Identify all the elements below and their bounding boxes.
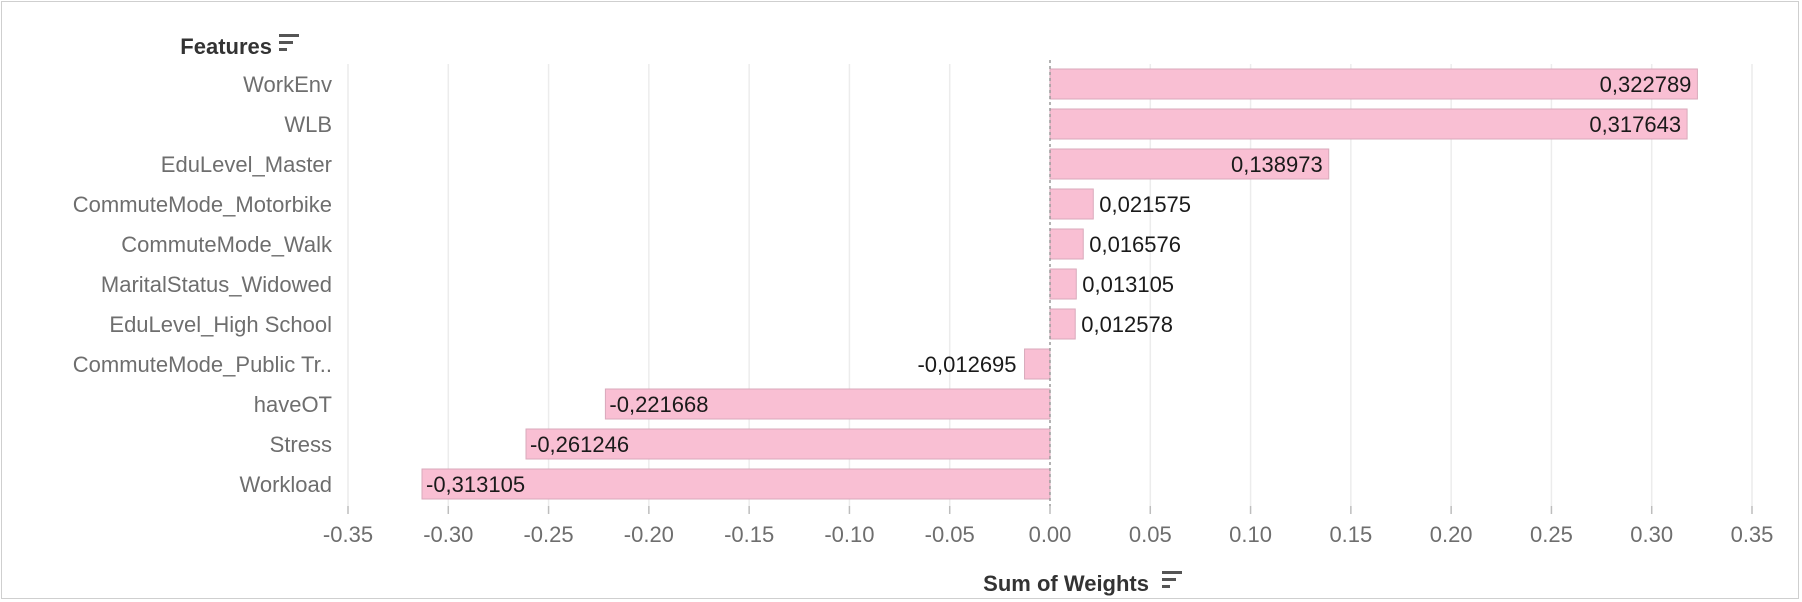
data-label: 0,021575 <box>1099 192 1191 217</box>
data-label: -0,221668 <box>609 392 708 417</box>
data-label: 0,016576 <box>1089 232 1181 257</box>
data-label: -0,313105 <box>426 472 525 497</box>
category-label: WLB <box>284 112 332 137</box>
x-tick-label: 0.10 <box>1229 522 1272 547</box>
data-label: -0,261246 <box>530 432 629 457</box>
category-label: haveOT <box>254 392 332 417</box>
category-label: MaritalStatus_Widowed <box>101 272 332 297</box>
category-label: CommuteMode_Public Tr.. <box>73 352 332 377</box>
bar[interactable] <box>421 468 1051 500</box>
data-label: 0,322789 <box>1600 72 1692 97</box>
category-labels: WorkEnv WLB EduLevel_Master CommuteMode_Mot… <box>73 72 333 497</box>
data-label: -0,012695 <box>917 352 1016 377</box>
x-tick-label: 0.35 <box>1731 522 1774 547</box>
row-header[interactable]: Features <box>180 34 272 59</box>
bars <box>421 68 1698 500</box>
x-tick-label: -0.25 <box>523 522 573 547</box>
category-label: CommuteMode_Motorbike <box>73 192 332 217</box>
x-tick-label: 0.15 <box>1329 522 1372 547</box>
x-axis-title[interactable]: Sum of Weights <box>983 571 1149 596</box>
bar[interactable] <box>1049 228 1084 260</box>
data-label: 0,012578 <box>1081 312 1173 337</box>
sort-icon[interactable] <box>1162 571 1182 588</box>
data-label: 0,013105 <box>1082 272 1174 297</box>
x-tick-label: -0.05 <box>925 522 975 547</box>
bar[interactable] <box>1024 348 1051 380</box>
bar[interactable] <box>1049 108 1688 140</box>
x-tick-label: -0.20 <box>624 522 674 547</box>
x-tick-label: -0.35 <box>323 522 373 547</box>
bar[interactable] <box>525 428 1051 460</box>
bar[interactable] <box>1049 188 1094 220</box>
x-tick-label: 0.20 <box>1430 522 1473 547</box>
category-label: WorkEnv <box>243 72 332 97</box>
value-labels: 0,322789 0,317643 0,138973 0,021575 0,016576… <box>426 72 1691 497</box>
bar[interactable] <box>604 388 1051 420</box>
x-tick-label: 0.30 <box>1630 522 1673 547</box>
x-tick-label: -0.10 <box>824 522 874 547</box>
category-label: EduLevel_Master <box>161 152 332 177</box>
data-label: 0,317643 <box>1589 112 1681 137</box>
data-label: 0,138973 <box>1231 152 1323 177</box>
category-label: Stress <box>270 432 332 457</box>
bar[interactable] <box>1049 268 1077 300</box>
x-tick-label: 0.00 <box>1029 522 1072 547</box>
x-tick-label: -0.15 <box>724 522 774 547</box>
bar[interactable] <box>1049 308 1076 340</box>
category-label: EduLevel_High School <box>109 312 332 337</box>
x-tick-label: 0.05 <box>1129 522 1172 547</box>
category-label: Workload <box>239 472 332 497</box>
x-tick-label: -0.30 <box>423 522 473 547</box>
x-axis-ticks: -0.35 -0.30 -0.25 -0.20 -0.15 -0.10 -0.05 0.00 0… <box>323 506 1773 547</box>
x-tick-label: 0.25 <box>1530 522 1573 547</box>
sort-icon[interactable] <box>279 34 299 51</box>
category-label: CommuteMode_Walk <box>121 232 333 257</box>
